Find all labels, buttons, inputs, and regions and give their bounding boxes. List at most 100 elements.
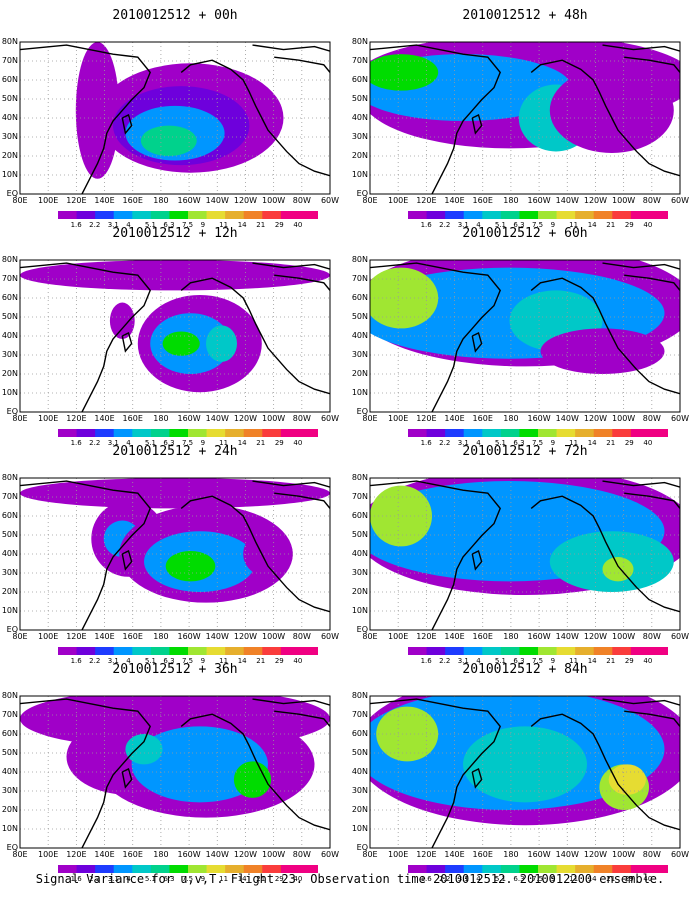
coastline	[370, 262, 502, 412]
colorbar-label: 14	[587, 221, 597, 229]
colorbar-label: 21	[606, 439, 616, 447]
latitude-label: 80N	[351, 473, 368, 482]
coastline	[252, 44, 330, 52]
colorbar-label: 1.6	[70, 439, 82, 447]
colorbar-label: 4	[476, 875, 481, 883]
colorbar-swatch	[206, 865, 226, 873]
longitude-label: 60W	[670, 632, 690, 641]
longitude-label: 120W	[233, 632, 258, 641]
longitude-label: 120E	[416, 632, 437, 641]
colorbar-swatch	[593, 865, 613, 873]
colorbar	[58, 647, 318, 655]
colorbar-swatch	[280, 647, 300, 655]
longitude-label: 120W	[233, 196, 258, 205]
variance-map	[19, 695, 331, 849]
colorbar-label: 1.6	[420, 657, 432, 665]
latitude-label: 30N	[351, 132, 368, 141]
longitude-label: 120E	[416, 414, 437, 423]
latitude-label: 10N	[1, 388, 18, 397]
colorbar-label: 2.2	[89, 875, 101, 883]
colorbar-label: 11	[569, 875, 579, 883]
latitude-label: 60N	[351, 511, 368, 520]
colorbar-label: 7.5	[182, 875, 194, 883]
longitude-label: 180	[153, 632, 169, 641]
variance-map	[369, 477, 681, 631]
colorbar-label: 40	[643, 221, 653, 229]
latitude-label: 70N	[351, 492, 368, 501]
colorbar-swatch	[262, 211, 282, 219]
colorbar-label: 6.3	[163, 875, 175, 883]
colorbar-swatch	[225, 865, 245, 873]
coastline	[370, 698, 502, 848]
longitude-label: 140W	[205, 196, 229, 205]
latitude-label: 50N	[1, 312, 18, 321]
coastline	[471, 767, 483, 789]
latitude-label: 30N	[351, 568, 368, 577]
colorbar-swatch	[150, 429, 170, 437]
panel-title: 2010012512 + 60h	[462, 226, 588, 241]
variance-map	[369, 41, 681, 195]
colorbar-label: 5.1	[494, 657, 506, 665]
colorbar-label: 4	[476, 439, 481, 447]
colorbar-swatch	[408, 865, 428, 873]
colorbar-label: 7.5	[182, 439, 194, 447]
colorbar-label: 4	[126, 875, 131, 883]
longitude-label: 180	[153, 414, 169, 423]
latitude-label: 60N	[351, 75, 368, 84]
coastline	[602, 44, 680, 52]
colorbar-swatch	[76, 865, 96, 873]
colorbar-swatch	[225, 211, 245, 219]
coastline	[20, 480, 152, 630]
latitude-label: 50N	[351, 312, 368, 321]
colorbar-label: 9	[200, 875, 206, 883]
coastline	[624, 710, 680, 727]
coastline	[624, 274, 680, 291]
colorbar-label: 2.2	[439, 221, 451, 229]
coastline	[624, 492, 680, 509]
colorbar-swatch	[95, 865, 115, 873]
map-frame	[19, 259, 331, 413]
longitude-label: 80E	[12, 632, 28, 641]
colorbar-label: 21	[256, 875, 266, 883]
latitude-label: 10N	[351, 170, 368, 179]
panel-title: 2010012512 + 48h	[462, 8, 588, 23]
colorbar-label: 6.3	[513, 657, 525, 665]
colorbar-swatch	[225, 647, 245, 655]
colorbar-swatch	[299, 211, 318, 219]
colorbar-label: 5.1	[144, 657, 156, 665]
colorbar-swatch	[225, 429, 245, 437]
latitude-label: 80N	[351, 255, 368, 264]
colorbar-swatch	[408, 211, 428, 219]
colorbar-label: 6.3	[513, 439, 525, 447]
latitude-label: 20N	[1, 805, 18, 814]
longitude-label: 160W	[527, 850, 551, 859]
latitude-label: 20N	[1, 369, 18, 378]
longitude-label: 100W	[612, 414, 636, 423]
colorbar-label: 11	[219, 657, 229, 665]
variance-map	[19, 41, 331, 195]
colorbar-label: 5.1	[144, 221, 156, 229]
longitude-label: 100E	[38, 196, 59, 205]
longitude-label: 160E	[472, 414, 493, 423]
variance-contour-fill	[540, 328, 665, 374]
colorbar-label: 2.2	[89, 439, 101, 447]
colorbar-swatch	[150, 211, 170, 219]
colorbar-label: 3.1	[457, 439, 469, 447]
variance-map	[19, 477, 331, 631]
colorbar	[408, 429, 668, 437]
map-frame	[19, 41, 331, 195]
colorbar-swatch	[500, 647, 520, 655]
colorbar-label: 6.3	[513, 221, 525, 229]
longitude-label: 120W	[233, 850, 258, 859]
colorbar-swatch	[408, 429, 428, 437]
coastline	[252, 698, 330, 706]
colorbar-swatch	[408, 647, 428, 655]
latitude-label: 10N	[1, 170, 18, 179]
colorbar-label: 6.3	[163, 221, 175, 229]
longitude-label: 140E	[444, 632, 465, 641]
colorbar-swatch	[519, 647, 539, 655]
coastline	[471, 331, 483, 353]
latitude-label: 70N	[1, 710, 18, 719]
colorbar-label: 9	[200, 439, 206, 447]
latitude-label: 20N	[1, 151, 18, 160]
